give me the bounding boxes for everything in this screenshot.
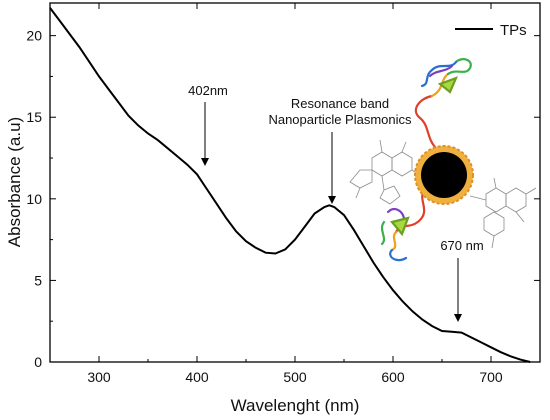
y-tick-label: 0 xyxy=(34,354,42,370)
annotation-670nm: 670 nm xyxy=(440,238,483,322)
tick-labels: 300 400 500 600 700 0 5 10 15 20 xyxy=(26,28,502,385)
annotation-resonance-arrowhead xyxy=(328,196,336,204)
legend-label-tps: TPs xyxy=(500,22,527,39)
legend: TPs xyxy=(455,22,527,39)
x-tick-label: 600 xyxy=(381,369,405,385)
nanoparticle-illustration xyxy=(350,59,536,260)
x-tick-label: 400 xyxy=(185,369,209,385)
x-tick-label: 500 xyxy=(283,369,307,385)
nanoparticle-core xyxy=(421,152,467,198)
x-axis-title: Wavelenght (nm) xyxy=(231,396,360,415)
annotation-670nm-arrowhead xyxy=(454,314,462,322)
y-tick-label: 5 xyxy=(34,272,42,288)
annotation-670nm-label: 670 nm xyxy=(440,238,483,253)
y-tick-label: 20 xyxy=(26,28,42,44)
annotation-resonance-label-2: Nanoparticle Plasmonics xyxy=(268,112,412,127)
x-tick-label: 300 xyxy=(87,369,111,385)
protein-ribbon-top xyxy=(416,59,471,150)
annotation-resonance-label-1: Resonance band xyxy=(291,96,389,111)
molecule-structure-left xyxy=(350,140,420,204)
annotation-402nm-arrowhead xyxy=(201,158,209,166)
y-tick-label: 15 xyxy=(26,109,42,125)
annotation-402nm-label: 402nm xyxy=(188,83,228,98)
protein-ribbon-bottom xyxy=(382,190,424,260)
y-axis-title: Absorbance (a.u) xyxy=(5,117,24,247)
x-tick-label: 700 xyxy=(479,369,503,385)
y-tick-label: 10 xyxy=(26,191,42,207)
annotation-402nm: 402nm xyxy=(188,83,228,166)
